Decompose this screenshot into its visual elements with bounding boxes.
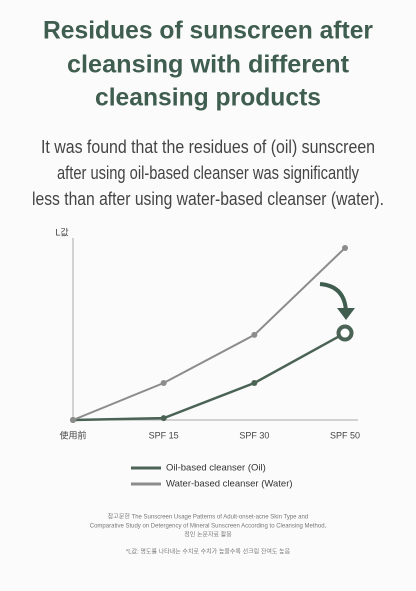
- footnote-line: 정인 논문자료 활용: [184, 531, 232, 539]
- point: [342, 244, 348, 251]
- x-tick-label: SPF 15: [149, 430, 179, 440]
- y-axis-label: L값: [55, 226, 68, 237]
- x-tick-label: SPF 30: [239, 430, 269, 440]
- point: [251, 380, 258, 386]
- legend-label: Oil-based cleanser (Oil): [166, 463, 266, 474]
- title-line: cleansing products: [95, 84, 321, 112]
- point: [160, 380, 167, 386]
- x-tick-label: 使用前: [59, 429, 86, 440]
- series-line: [72, 331, 346, 422]
- footnote-note: *L값: 명도를 나타내는 수치로 수치가 높을수록 선크림 잔여도 높음: [126, 548, 291, 556]
- point-highlight: [336, 324, 354, 342]
- point: [160, 415, 167, 422]
- title-line: Residues of sunscreen after: [43, 17, 373, 45]
- description-line: less than after using water-based cleans…: [32, 189, 384, 209]
- legend-label: Water-based cleanser (Water): [166, 479, 293, 490]
- point: [251, 331, 258, 338]
- x-tick-label: SPF 50: [330, 430, 360, 440]
- description-line: after using oil-based cleanser was signi…: [57, 163, 359, 183]
- title-line: cleansing with different: [67, 51, 350, 79]
- footnote-line: 참고문헌 The Sunscreen Usage Patterns of Adu…: [108, 513, 308, 521]
- arrow: [319, 282, 348, 313]
- description-line: It was found that the residues of (oil) …: [41, 137, 375, 157]
- series-line: [72, 247, 346, 421]
- point: [70, 417, 76, 423]
- footnote-line: Comparative Study on Detergency of Miner…: [90, 524, 327, 530]
- arrow-head: [337, 308, 355, 320]
